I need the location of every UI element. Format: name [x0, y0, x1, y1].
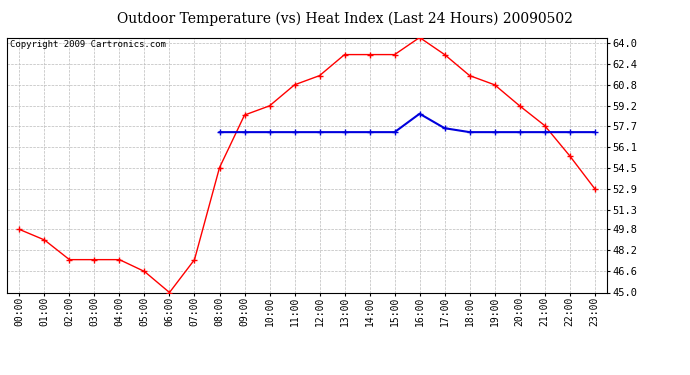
- Text: Copyright 2009 Cartronics.com: Copyright 2009 Cartronics.com: [10, 40, 166, 49]
- Text: Outdoor Temperature (vs) Heat Index (Last 24 Hours) 20090502: Outdoor Temperature (vs) Heat Index (Las…: [117, 11, 573, 26]
